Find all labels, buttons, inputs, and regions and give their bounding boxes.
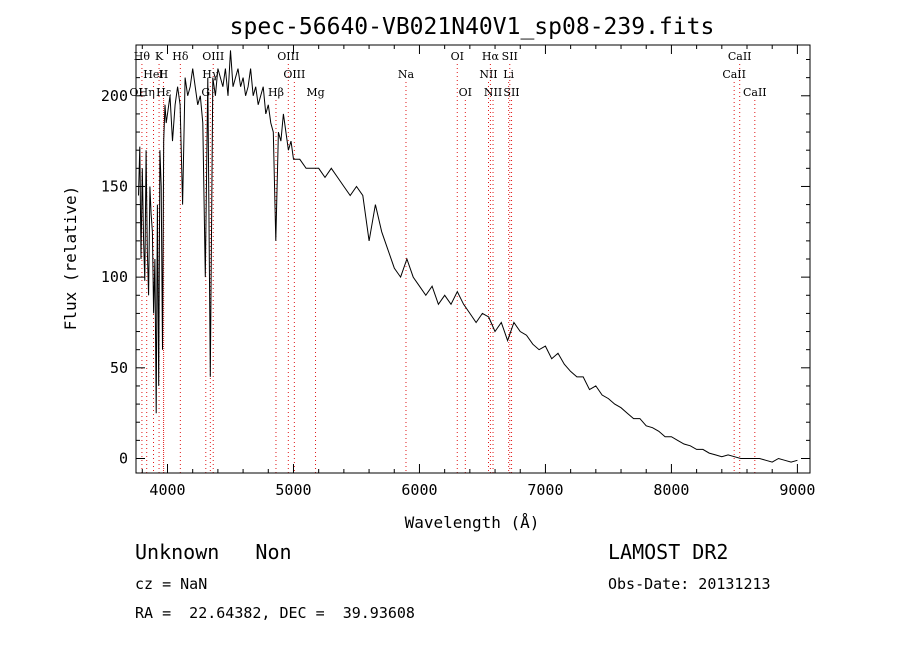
x-tick-label: 5000 [275, 481, 311, 499]
spectral-line-label: Li [503, 68, 514, 81]
spectral-line-label: Hα [482, 50, 500, 63]
y-tick-label: 100 [101, 268, 128, 286]
spectral-line-label: SII [503, 86, 519, 99]
spectral-line-label: Hε [156, 86, 172, 99]
spectral-line-label: OIII [277, 50, 299, 63]
spectral-line-label: CaII [722, 68, 746, 81]
y-tick-label: 150 [101, 177, 128, 195]
spectral-line-label: G [201, 86, 210, 99]
spectral-line-label: Na [398, 68, 415, 81]
plot-frame [135, 44, 811, 474]
x-tick-label: 7000 [527, 481, 563, 499]
spectral-line-label: Hη [139, 86, 155, 99]
y-axis-label: Flux (relative) [61, 186, 80, 331]
coordinates-label: RA = 22.64382, DEC = 39.93608 [135, 604, 415, 622]
classification-label: Unknown Non [135, 540, 292, 564]
x-tick-label: 6000 [401, 481, 437, 499]
spectral-line-label: K [155, 50, 164, 63]
spectral-line-label: H [159, 68, 169, 81]
spectral-line-label: Hγ [202, 68, 219, 81]
spectrum-line [138, 50, 798, 463]
obs-date-label: Obs-Date: 20131213 [608, 575, 771, 593]
spectral-line-label: Hδ [172, 50, 189, 63]
spectral-line-label: Mg [306, 86, 324, 99]
spectral-line-label: OIII [283, 68, 305, 81]
spectral-line-label: CaII [728, 50, 752, 63]
redshift-label: cz = NaN [135, 575, 208, 593]
x-tick-label: 9000 [779, 481, 815, 499]
spectral-line-label: SII [502, 50, 518, 63]
survey-label: LAMOST DR2 [608, 540, 729, 564]
y-tick-label: 50 [110, 359, 128, 377]
spectral-line-label: OIII [202, 50, 224, 63]
spectral-line-label: OI [451, 50, 464, 63]
spectral-line-label: OI [459, 86, 472, 99]
spectral-line-label: NII [479, 68, 497, 81]
spectral-line-label: NII [484, 86, 502, 99]
x-tick-label: 8000 [653, 481, 689, 499]
chart-title: spec-56640-VB021N40V1_sp08-239.fits [230, 14, 715, 40]
y-tick-label: 200 [101, 87, 128, 105]
x-tick-label: 4000 [149, 481, 185, 499]
spectral-line-label: HeI [143, 68, 163, 81]
x-axis-label: Wavelength (Å) [405, 513, 540, 532]
y-tick-label: 0 [119, 449, 128, 467]
spectral-line-label: Hβ [268, 86, 284, 99]
spectral-line-label: CaII [743, 86, 767, 99]
